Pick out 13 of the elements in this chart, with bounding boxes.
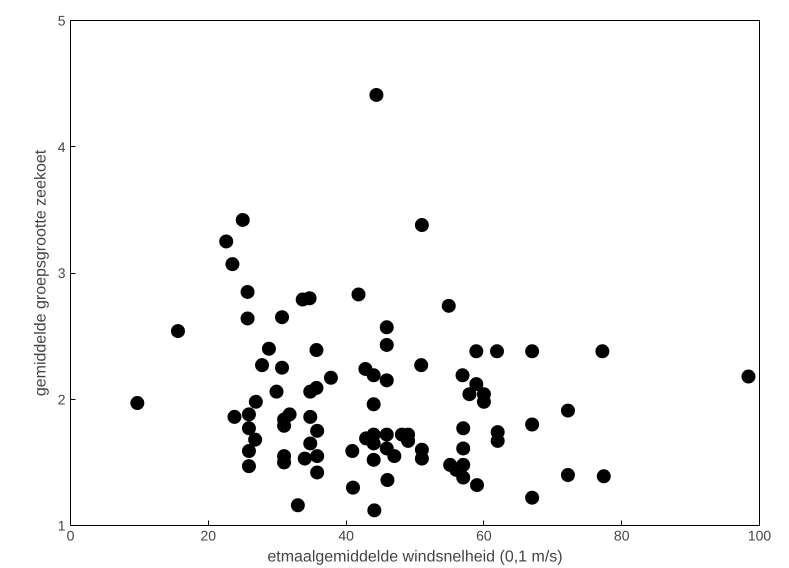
y-tick-label: 2 bbox=[58, 391, 66, 408]
y-axis-title: gemiddelde groepsgrootte zeekoet bbox=[32, 149, 50, 396]
y-tick-label: 5 bbox=[58, 12, 66, 28]
y-tick-label: 1 bbox=[58, 518, 66, 534]
x-tick-label: 0 bbox=[66, 528, 75, 544]
x-tick-label: 60 bbox=[476, 528, 492, 544]
y-tick-label: 4 bbox=[58, 138, 66, 155]
x-tick-label: 40 bbox=[338, 528, 354, 544]
x-tick-label: 100 bbox=[748, 528, 772, 544]
x-tick-label: 80 bbox=[614, 528, 630, 544]
x-tick-label: 20 bbox=[200, 528, 216, 544]
x-axis-title: etmaalgemiddelde windsnelheid (0,1 m/s) bbox=[267, 548, 563, 566]
y-tick-label: 3 bbox=[58, 265, 66, 281]
